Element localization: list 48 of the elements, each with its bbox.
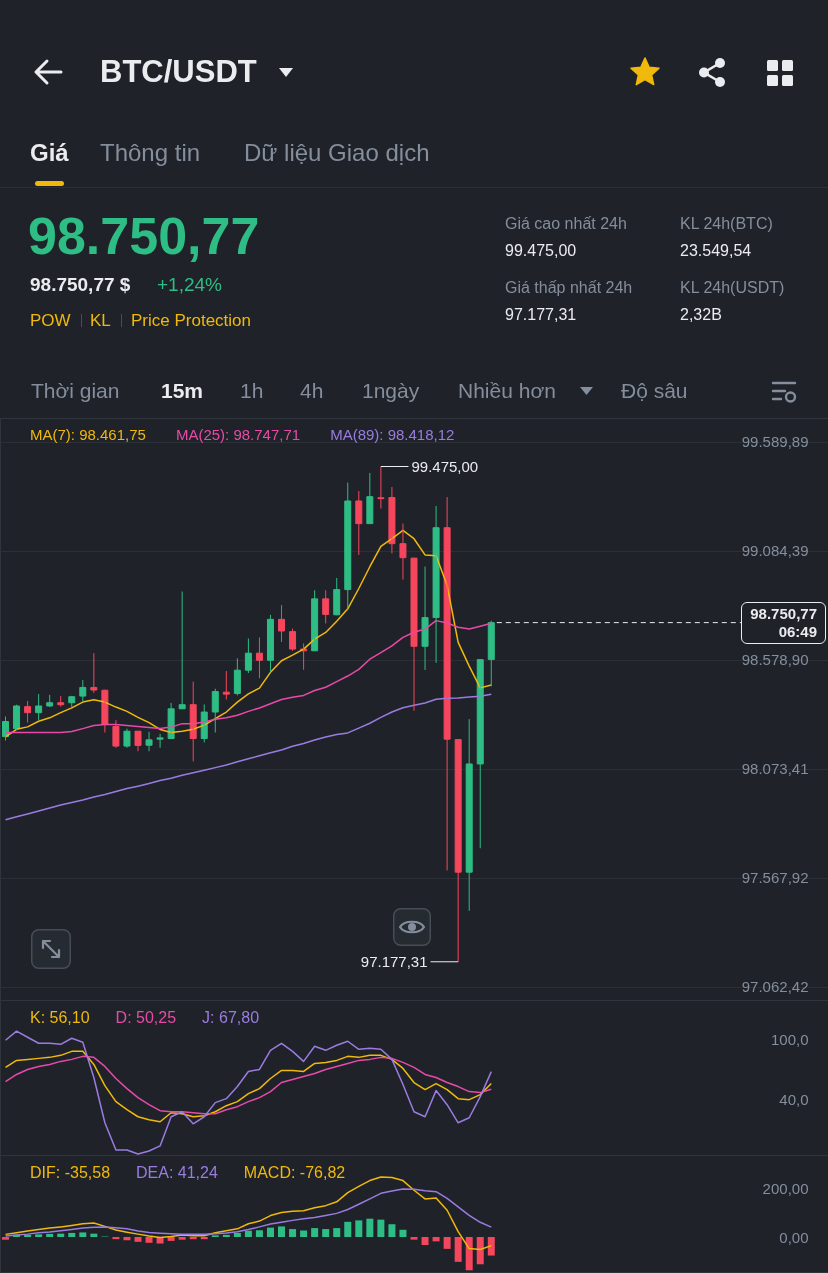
text: 15m — [161, 378, 204, 404]
text: 98.750,77 $ — [30, 273, 131, 297]
y-tick-label: 97.062,42 — [741, 978, 809, 996]
text: Giá cao nhất 24h — [505, 214, 627, 234]
text: MA(7): 98.461,75 — [30, 426, 146, 444]
text: 97.177,31 — [505, 305, 577, 325]
text: Giá — [30, 138, 69, 168]
text: DIF: -35,58 — [30, 1163, 111, 1182]
text: DEA: 41,24 — [136, 1163, 218, 1182]
text: Giá thấp nhất 24h — [505, 278, 633, 298]
y-tick-label: 40,0 — [779, 1091, 809, 1109]
text: KL — [90, 310, 111, 332]
text: Nhiều hơn — [458, 378, 556, 404]
y-tick-label: 0,00 — [779, 1228, 809, 1246]
text: 2,32B — [680, 305, 722, 325]
text: MA(25): 98.747,71 — [175, 426, 301, 444]
text: 99.475,00 — [505, 241, 577, 261]
y-tick-label: 99.589,89 — [741, 433, 809, 451]
annotation: 99.475,00 — [411, 457, 479, 475]
text: Độ sâu — [621, 378, 688, 404]
series-label: J: 67,80 — [202, 1008, 260, 1027]
text: 1h — [240, 378, 264, 404]
text: POW — [30, 310, 71, 332]
y-tick-label: 98.578,90 — [741, 651, 809, 669]
text: 4h — [300, 378, 324, 404]
text: KL 24h(BTC) — [680, 214, 773, 234]
text: +1,24% — [157, 273, 222, 297]
text: Thời gian — [31, 378, 120, 404]
text: BTC/USDT — [100, 53, 257, 91]
text: D: 50,25 — [115, 1008, 177, 1027]
text: 23.549,54 — [680, 241, 752, 261]
text: 98.750,77 — [28, 205, 260, 267]
ref-line-label: 98.750,77 — [750, 604, 817, 623]
y-tick-label: 99.084,39 — [741, 542, 809, 560]
y-tick-label: 98.073,41 — [741, 760, 809, 778]
text: Thông tin — [100, 138, 201, 168]
annotation: 06:49 — [777, 622, 817, 641]
y-tick-label: 100,0 — [770, 1030, 809, 1048]
text: KL 24h(USDT) — [680, 278, 785, 298]
y-tick-label: 200,00 — [762, 1180, 809, 1198]
y-tick-label: 97.567,92 — [741, 869, 809, 887]
text: Dữ liệu Giao dịch — [244, 138, 430, 168]
text: Price Protection — [131, 310, 251, 332]
annotation: 97.177,31 — [360, 952, 428, 970]
text: MA(89): 98.418,12 — [330, 426, 455, 444]
annotation: MACD: -76,82 — [243, 1163, 346, 1182]
text: 1ngày — [362, 378, 420, 404]
series-label: K: 56,10 — [30, 1008, 90, 1027]
